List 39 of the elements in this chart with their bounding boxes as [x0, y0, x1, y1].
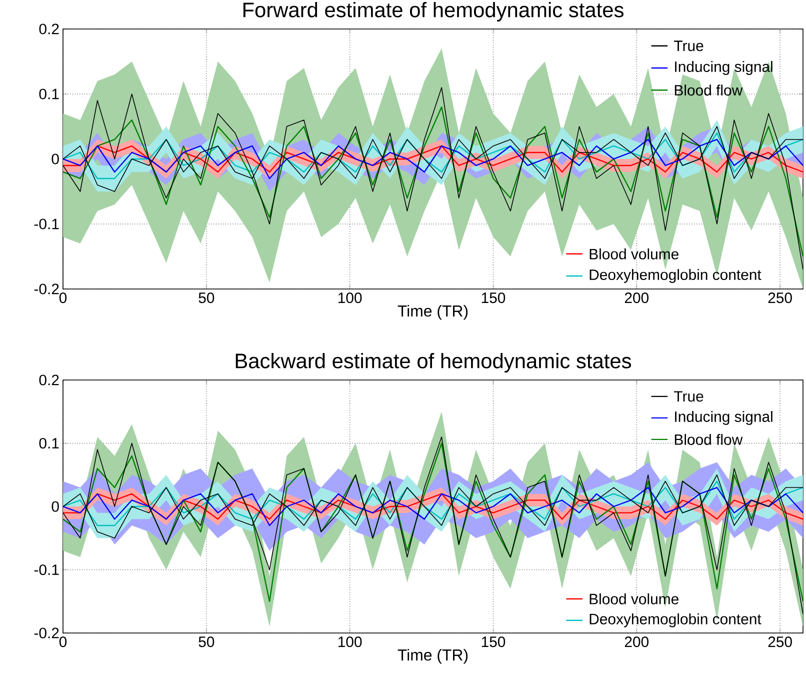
legend-label: Deoxyhemoglobin content	[590, 613, 762, 628]
legend-label: Blood flow	[674, 84, 743, 96]
y-tick-label: 0.1	[39, 88, 59, 100]
x-axis-title: Time (TR)	[398, 648, 468, 664]
x-tick-label: 250	[768, 292, 792, 304]
x-tick-label: 100	[338, 292, 362, 304]
y-tick-label: -0.1	[34, 218, 59, 230]
legend-label: True	[674, 391, 704, 402]
y-tick-label: 0.2	[39, 24, 59, 34]
x-tick-label: 150	[482, 636, 506, 648]
x-tick-label: 100	[338, 636, 362, 648]
legend-label: Inducing signal	[675, 410, 772, 425]
x-tick-label: 50	[198, 292, 214, 304]
legend-label: Blood flow	[674, 434, 743, 445]
x-tick-label: 0	[59, 636, 67, 648]
line-series	[63, 145, 804, 173]
x-tick-label: 0	[59, 292, 67, 304]
legend-label: Blood volume	[590, 593, 678, 604]
x-tick-label: 150	[482, 292, 506, 304]
x-axis-title: Time (TR)	[398, 304, 468, 320]
y-tick-label: -0.2	[34, 284, 59, 294]
y-tick-label: -0.1	[34, 564, 59, 576]
y-tick-label: 0.1	[39, 438, 59, 449]
x-tick-label: 50	[198, 636, 214, 648]
y-tick-label: 0	[52, 501, 59, 512]
line-series	[63, 106, 804, 258]
x-tick-label: 250	[768, 636, 792, 648]
x-tick-label: 200	[624, 292, 649, 304]
legend-label: Inducing signal	[675, 61, 772, 75]
line-series	[63, 493, 804, 520]
chart-title: Backward estimate of hemodynamic states	[236, 353, 632, 373]
x-tick-label: 200	[624, 636, 649, 648]
y-tick-label: -0.2	[34, 628, 59, 638]
y-tick-label: 0	[52, 154, 59, 164]
chart-title: Forward estimate of hemodynamic states	[243, 2, 624, 22]
legend-label: True	[674, 40, 704, 52]
legend-label: Deoxyhemoglobin content	[590, 269, 762, 283]
y-tick-label: 0.2	[39, 374, 59, 386]
legend-label: Blood volume	[590, 248, 678, 260]
